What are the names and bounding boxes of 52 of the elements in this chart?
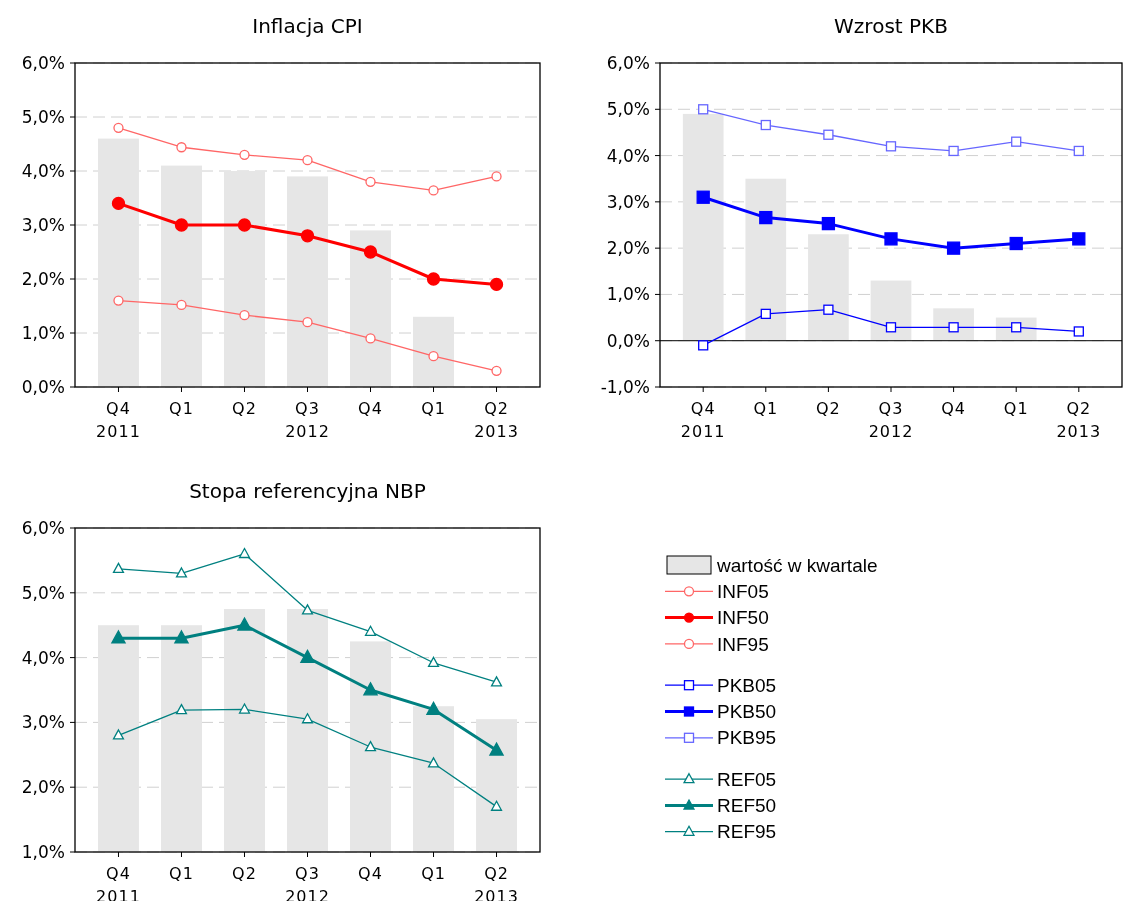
x-tick-label: Q1 [421, 399, 446, 418]
chart-title: Inflacja CPI [252, 14, 363, 38]
x-tick-label: Q3 2012 [868, 399, 914, 441]
x-tick-label: Q4 2011 [680, 399, 726, 441]
legend-label: PKB95 [717, 727, 777, 749]
legend-label: INF95 [717, 633, 769, 655]
x-tick-label: Q3 2012 [285, 399, 330, 441]
x-tick-label: Q2 [232, 864, 257, 883]
x-tick-label: Q1 [1003, 399, 1029, 418]
x-tick-label: Q4 2011 [96, 399, 141, 441]
y-tick-label: 6,0% [21, 517, 65, 538]
x-tick-label: Q2 [232, 399, 257, 418]
y-tick-label: 1,0% [606, 284, 650, 305]
chart-title: Stopa referencyjna NBP [189, 479, 426, 503]
legend-label: INF05 [717, 580, 769, 602]
legend-label: INF50 [717, 607, 769, 629]
y-tick-label: 6,0% [21, 52, 65, 73]
y-tick-label: 0,0% [21, 376, 65, 397]
y-tick-label: 2,0% [606, 238, 650, 259]
x-tick-label: Q4 [941, 399, 966, 418]
y-tick-label: 4,0% [21, 647, 65, 668]
chart-title: Wzrost PKB [834, 14, 948, 38]
y-tick-label: 5,0% [21, 106, 65, 127]
legend-label: PKB50 [717, 701, 777, 723]
x-tick-label: Q1 [169, 399, 194, 418]
x-tick-label: Q1 [421, 864, 446, 883]
x-tick-label: Q2 [816, 399, 841, 418]
y-tick-label: 4,0% [606, 145, 650, 166]
legend-label: wartość w kwartale [716, 554, 878, 576]
x-tick-label: Q2 2013 [1056, 399, 1102, 441]
y-tick-label: 1,0% [21, 322, 65, 343]
y-tick-label: 5,0% [21, 582, 65, 603]
y-tick-label: 3,0% [21, 712, 65, 733]
y-tick-label: 2,0% [21, 268, 65, 289]
y-tick-label: 3,0% [606, 191, 650, 212]
x-tick-label: Q4 [358, 864, 383, 883]
legend-label: REF05 [717, 768, 777, 790]
legend-label: REF50 [717, 795, 777, 817]
y-tick-label: 0,0% [606, 330, 650, 351]
x-tick-label: Q2 2013 [474, 399, 519, 441]
y-tick-label: 5,0% [606, 99, 650, 120]
x-tick-label: Q1 [753, 399, 779, 418]
x-tick-label: Q4 [358, 399, 383, 418]
x-tick-label: Q1 [169, 864, 194, 883]
y-tick-label: 1,0% [21, 841, 65, 862]
legend-label: PKB05 [717, 674, 777, 696]
y-tick-label: 3,0% [21, 214, 65, 235]
legend-label: REF95 [717, 821, 777, 843]
y-tick-label: 2,0% [21, 777, 65, 798]
y-tick-label: 6,0% [606, 52, 650, 73]
y-tick-label: -1,0% [600, 376, 650, 397]
y-tick-label: 4,0% [21, 160, 65, 181]
